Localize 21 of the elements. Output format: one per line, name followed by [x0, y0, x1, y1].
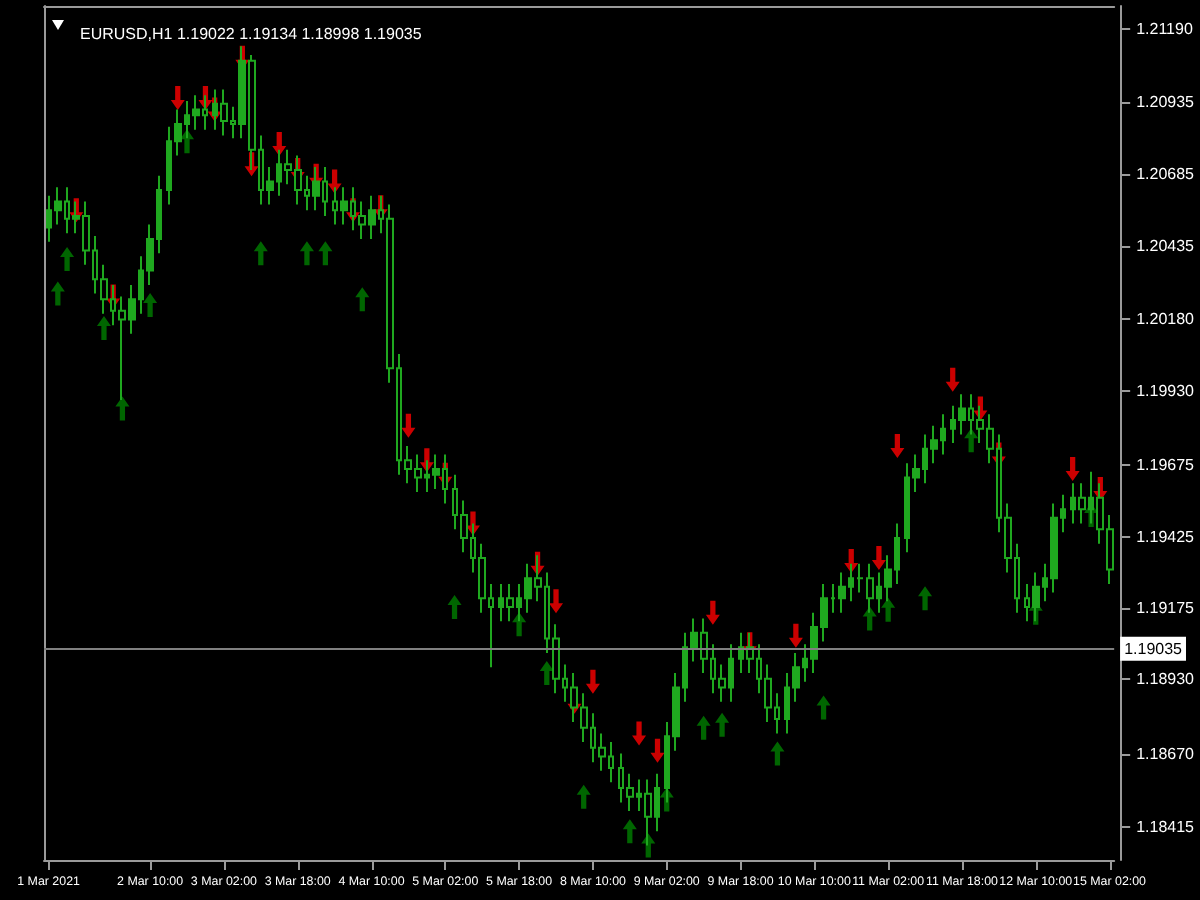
- candlestick: [958, 393, 966, 436]
- candlestick: [838, 571, 846, 614]
- candlestick: [192, 94, 200, 131]
- y-tick-label: 1.19930: [1136, 382, 1196, 401]
- candlestick: [340, 186, 348, 226]
- text: EURUSD,H1 1.19022 1.19134 1.18998 1.19035: [80, 25, 423, 43]
- y-tick-label: 1.19175: [1136, 599, 1196, 618]
- y-tick-label: 1.18415: [1136, 817, 1196, 836]
- y-tick-label: 1.20180: [1136, 310, 1196, 329]
- candlestick: [220, 88, 228, 137]
- ref-line-label: 1.19035: [1124, 639, 1184, 658]
- y-tick-label: 1.21190: [1136, 20, 1194, 38]
- y-tick-label: 1.20935: [1136, 93, 1196, 112]
- y-tick-label: 1.20435: [1136, 237, 1196, 256]
- y-tick-label: 1.20685: [1136, 165, 1196, 184]
- y-tick-label: 1.19675: [1136, 455, 1196, 474]
- y-tick-label: 1.19425: [1136, 527, 1196, 546]
- y-tick-label: 1.18670: [1136, 744, 1196, 763]
- candlestick: [506, 582, 514, 623]
- candlestick: [1050, 502, 1058, 594]
- y-tick-label: 1.18930: [1136, 669, 1196, 688]
